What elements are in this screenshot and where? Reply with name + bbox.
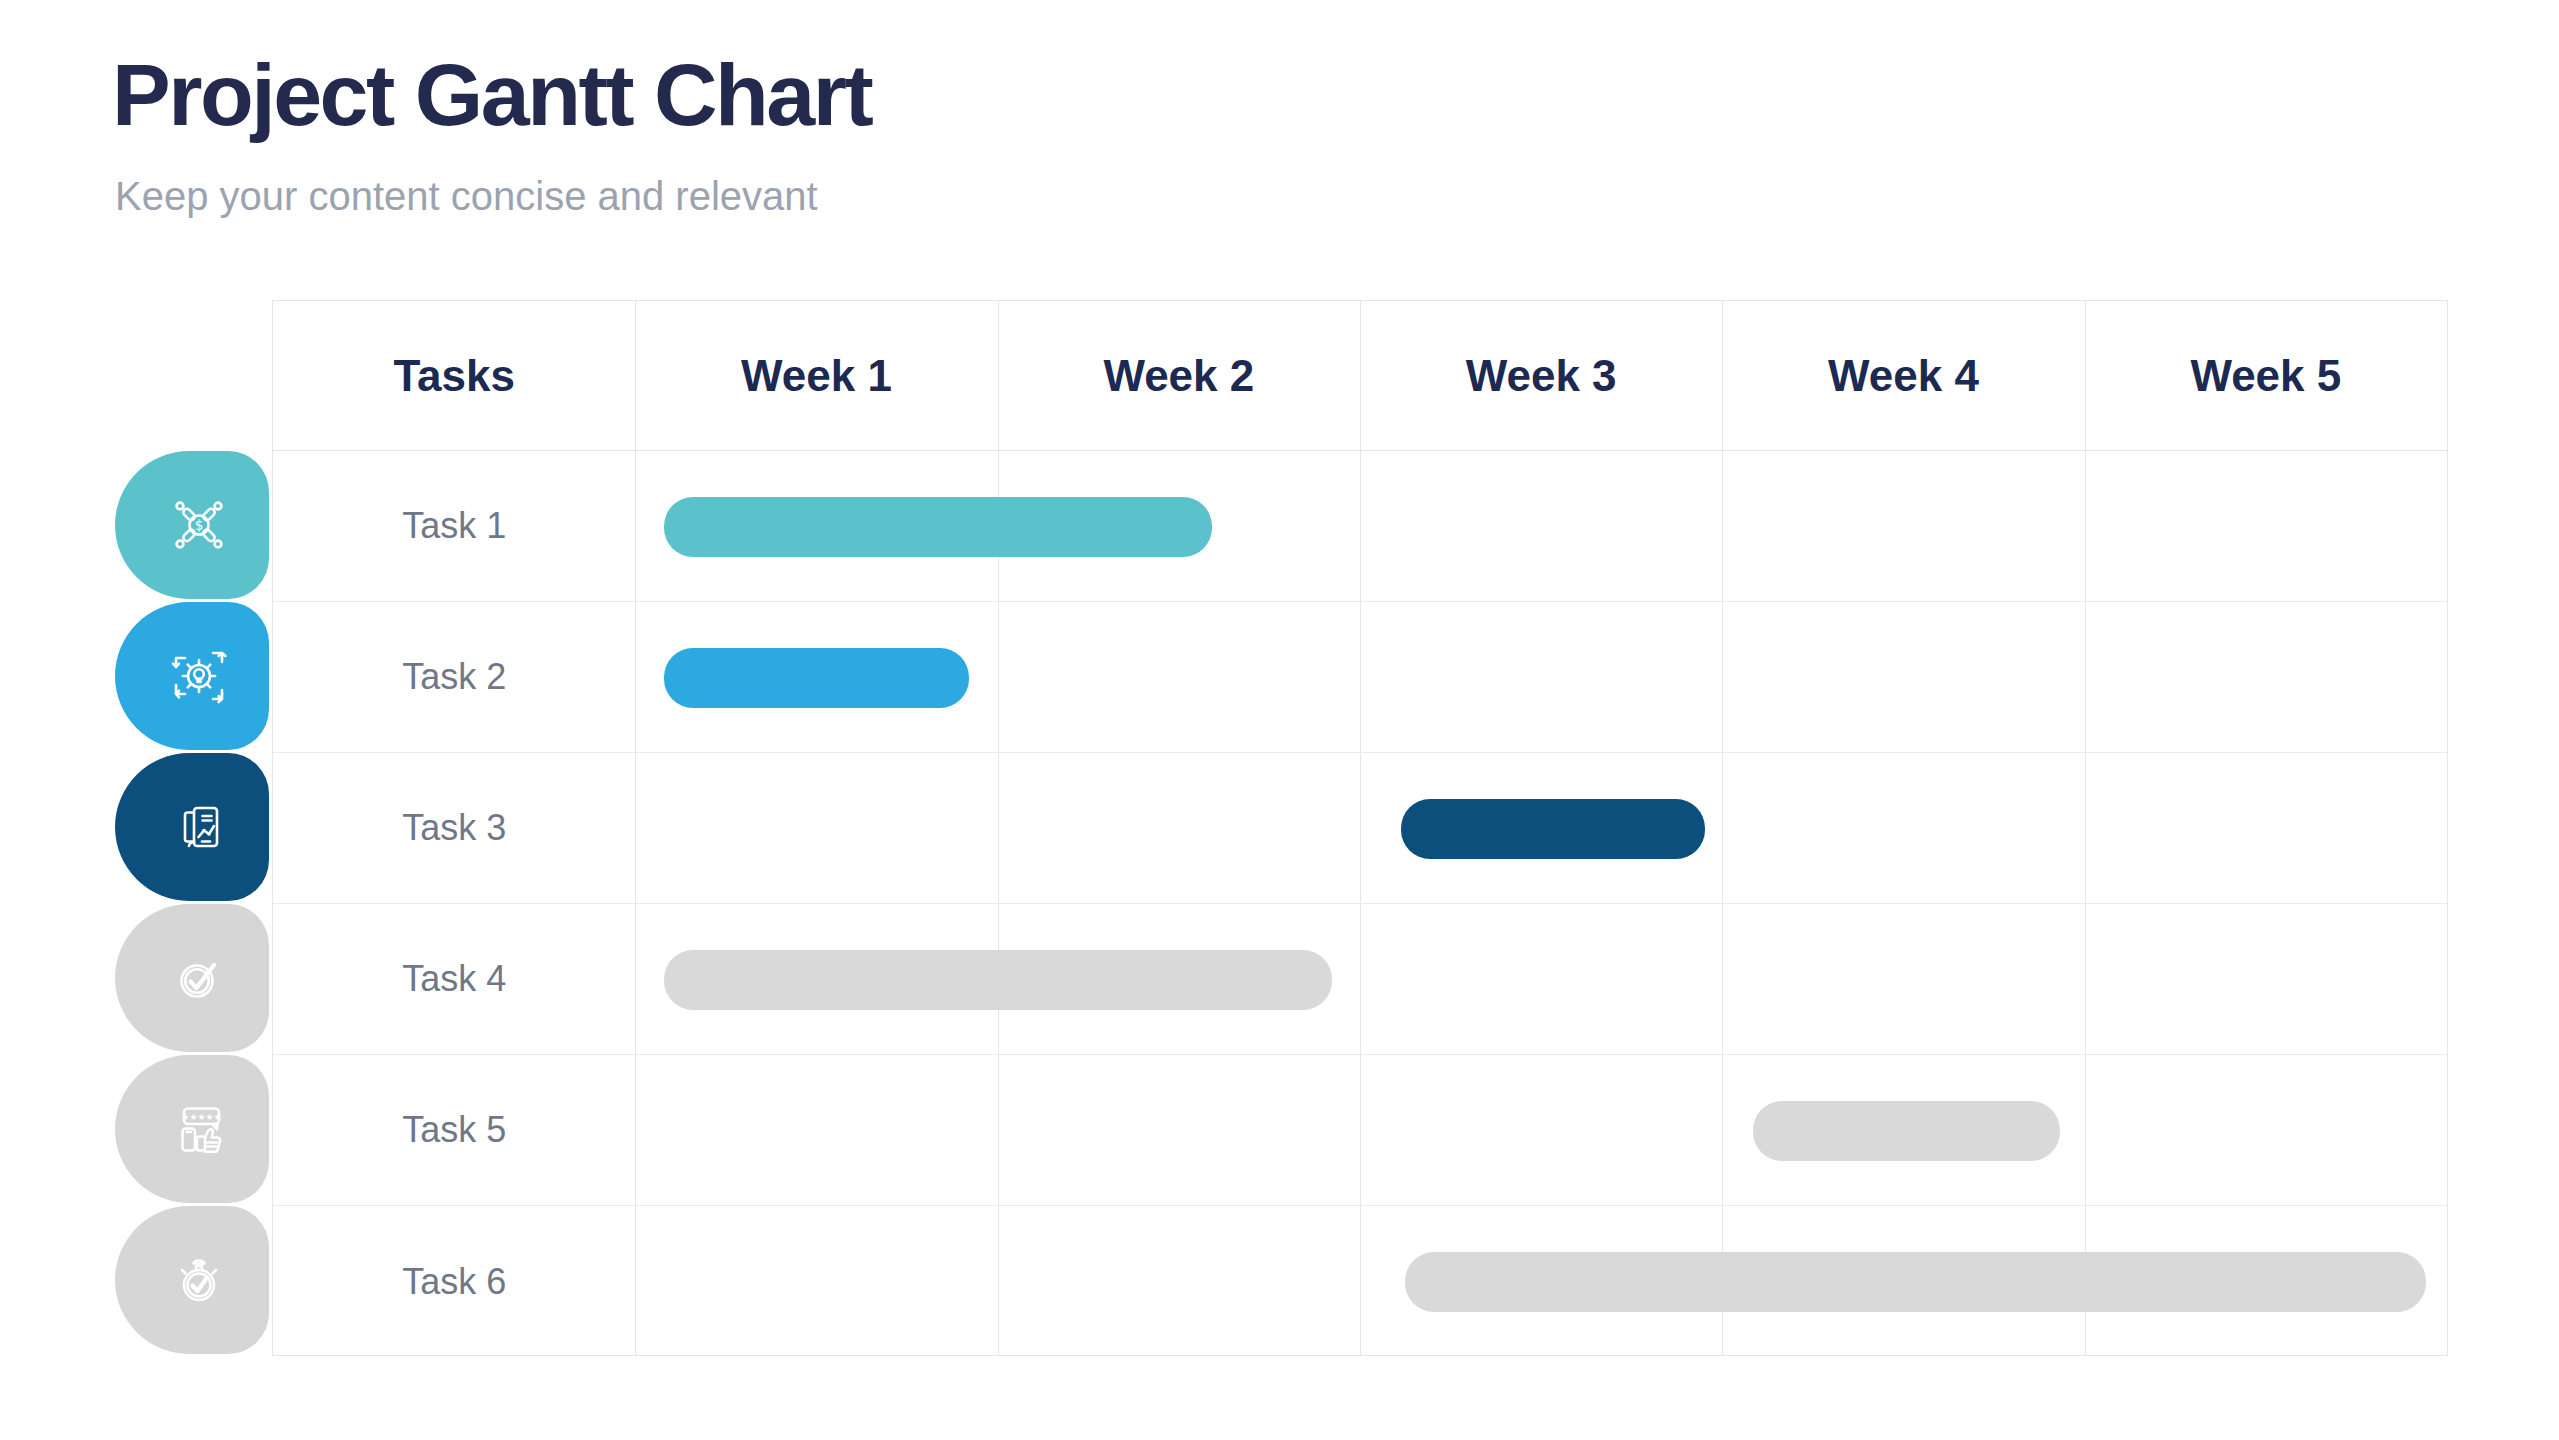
gantt-bars-layer bbox=[635, 451, 2447, 1355]
approved-check-icon bbox=[167, 946, 231, 1010]
task-6-badge bbox=[115, 1206, 269, 1354]
task-4-badge bbox=[115, 904, 269, 1052]
task-2-badge bbox=[115, 602, 269, 750]
gantt-bar-task-3 bbox=[1401, 799, 1706, 859]
page-subtitle: Keep your content concise and relevant bbox=[115, 172, 818, 220]
gantt-bar-task-1 bbox=[664, 497, 1212, 557]
task-3-badge bbox=[115, 753, 269, 901]
gantt-table: Tasks Week 1 Week 2 Week 3 Week 4 Week 5… bbox=[272, 300, 2448, 1356]
task-label: Task 1 bbox=[273, 451, 635, 601]
task-label: Task 2 bbox=[273, 602, 635, 752]
gantt-bar-task-4 bbox=[664, 950, 1332, 1010]
gantt-bar-task-2 bbox=[664, 648, 969, 708]
column-header-week-4: Week 4 bbox=[1722, 301, 2084, 450]
deadline-timer-icon bbox=[167, 1248, 231, 1312]
task-5-badge: ★★★★★ bbox=[115, 1055, 269, 1203]
svg-text:★★★★★: ★★★★★ bbox=[181, 1112, 221, 1122]
table-header-row: Tasks Week 1 Week 2 Week 3 Week 4 Week 5 bbox=[273, 301, 2447, 451]
customer-rating-icon: ★★★★★ bbox=[167, 1097, 231, 1161]
column-header-tasks: Tasks bbox=[273, 301, 635, 450]
task-label: Task 3 bbox=[273, 753, 635, 903]
column-header-week-3: Week 3 bbox=[1360, 301, 1722, 450]
task-label: Task 5 bbox=[273, 1055, 635, 1205]
task-label: Task 6 bbox=[273, 1206, 635, 1357]
idea-process-icon bbox=[167, 644, 231, 708]
gantt-bar-task-6 bbox=[1405, 1252, 2426, 1312]
task-icon-rail: $ bbox=[115, 451, 269, 1357]
gantt-bar-task-5 bbox=[1753, 1101, 2060, 1161]
column-header-week-2: Week 2 bbox=[998, 301, 1360, 450]
column-header-week-1: Week 1 bbox=[635, 301, 997, 450]
task-1-badge: $ bbox=[115, 451, 269, 599]
gantt-chart-page: Project Gantt Chart Keep your content co… bbox=[0, 0, 2559, 1440]
analytics-report-icon bbox=[167, 795, 231, 859]
funds-allocation-icon: $ bbox=[167, 493, 231, 557]
page-title: Project Gantt Chart bbox=[112, 40, 871, 150]
task-label: Task 4 bbox=[273, 904, 635, 1054]
column-header-week-5: Week 5 bbox=[2085, 301, 2447, 450]
svg-text:$: $ bbox=[195, 517, 204, 533]
